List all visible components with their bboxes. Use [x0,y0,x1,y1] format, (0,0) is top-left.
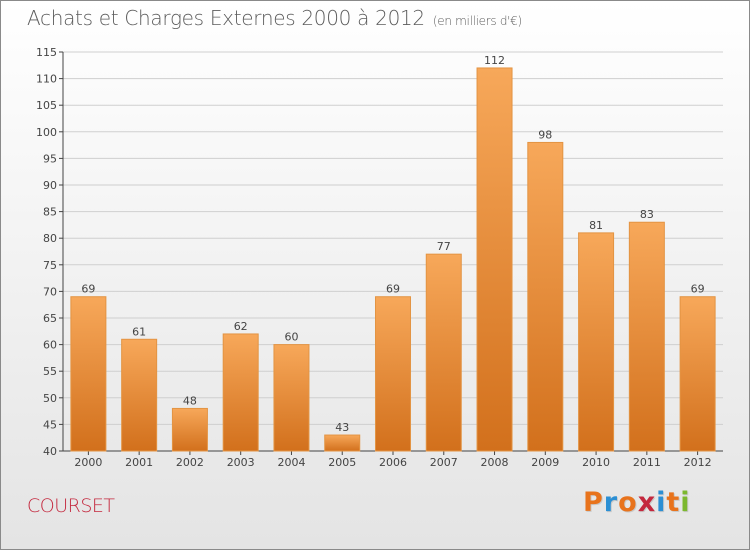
data-labels: 69 61 48 62 60 43 69 77 112 98 81 83 69 [81,54,704,434]
bar-2007 [425,253,462,452]
data-label-2000: 69 [81,283,95,296]
bar-2006 [375,296,411,452]
logo-letter: r [603,487,619,518]
logo-letter: x [637,487,657,518]
bar-2003 [222,333,259,452]
x-tick-label: 2002 [176,456,204,469]
y-tick-label: 105 [36,99,57,112]
x-tick-label: 2012 [684,456,712,469]
y-tick-label: 115 [36,46,57,59]
chart-title-text: Achats et Charges Externes 2000 à 2012 [27,6,425,30]
x-tick-label: 2011 [633,456,661,469]
y-tick-label: 95 [43,152,57,165]
bar-2009 [527,141,564,452]
y-tick-label: 50 [43,392,57,405]
data-label-2001: 61 [132,325,146,338]
data-label-2009: 98 [538,128,552,141]
data-label-2012: 69 [691,283,705,296]
data-label-2005: 43 [335,421,349,434]
y-tick-label: 85 [43,206,57,219]
commune-name: COURSET [27,495,115,517]
bar-2002 [171,407,208,452]
logo-letter: P [583,487,604,518]
x-tick-label: 2010 [582,456,610,469]
y-tick-label: 60 [43,339,57,352]
logo-letter: o [618,487,638,518]
x-tick-label: 2001 [125,456,153,469]
data-label-2004: 60 [284,331,298,344]
chart-subtitle: (en milliers d'€) [432,14,522,28]
bars [70,67,716,452]
bar-2005 [324,434,361,452]
x-tick-label: 2006 [379,456,407,469]
y-tick-label: 45 [43,418,57,431]
y-tick-label: 80 [43,232,57,245]
y-tick-label: 40 [43,445,57,458]
chart-title: Achats et Charges Externes 2000 à 2012 (e… [27,6,522,30]
y-tick-label: 90 [43,179,57,192]
bar-2001 [121,338,158,452]
data-label-2007: 77 [437,240,451,253]
bar-2004 [273,344,310,452]
y-tick-label: 70 [43,285,57,298]
bar-2008 [476,67,513,452]
x-tick-label: 2007 [430,456,458,469]
data-label-2002: 48 [183,394,197,407]
bar-2012 [679,296,716,452]
y-tick-label: 55 [43,365,57,378]
data-label-2003: 62 [234,320,248,333]
bar-2000 [70,296,107,452]
y-tick-label: 110 [36,73,57,86]
x-tick-label: 2008 [481,456,509,469]
x-tick-label: 2004 [277,456,305,469]
logo-letter: i [656,487,667,518]
data-label-2010: 81 [589,219,603,232]
y-tick-label: 75 [43,259,57,272]
logo-letter: i [680,487,691,518]
y-tick-label: 100 [36,126,57,139]
data-label-2011: 83 [640,208,654,221]
x-tick-label: 2009 [531,456,559,469]
x-tick-label: 2000 [74,456,102,469]
x-tick-label: 2005 [328,456,356,469]
bar-2011 [628,221,665,452]
data-label-2006: 69 [386,283,400,296]
bar-2010 [578,232,615,452]
proxiti-logo: Proxiti [583,487,691,518]
y-tick-label: 65 [43,312,57,325]
x-tick-label: 2003 [227,456,255,469]
data-label-2008: 112 [484,54,505,67]
logo-letter: t [666,487,681,518]
